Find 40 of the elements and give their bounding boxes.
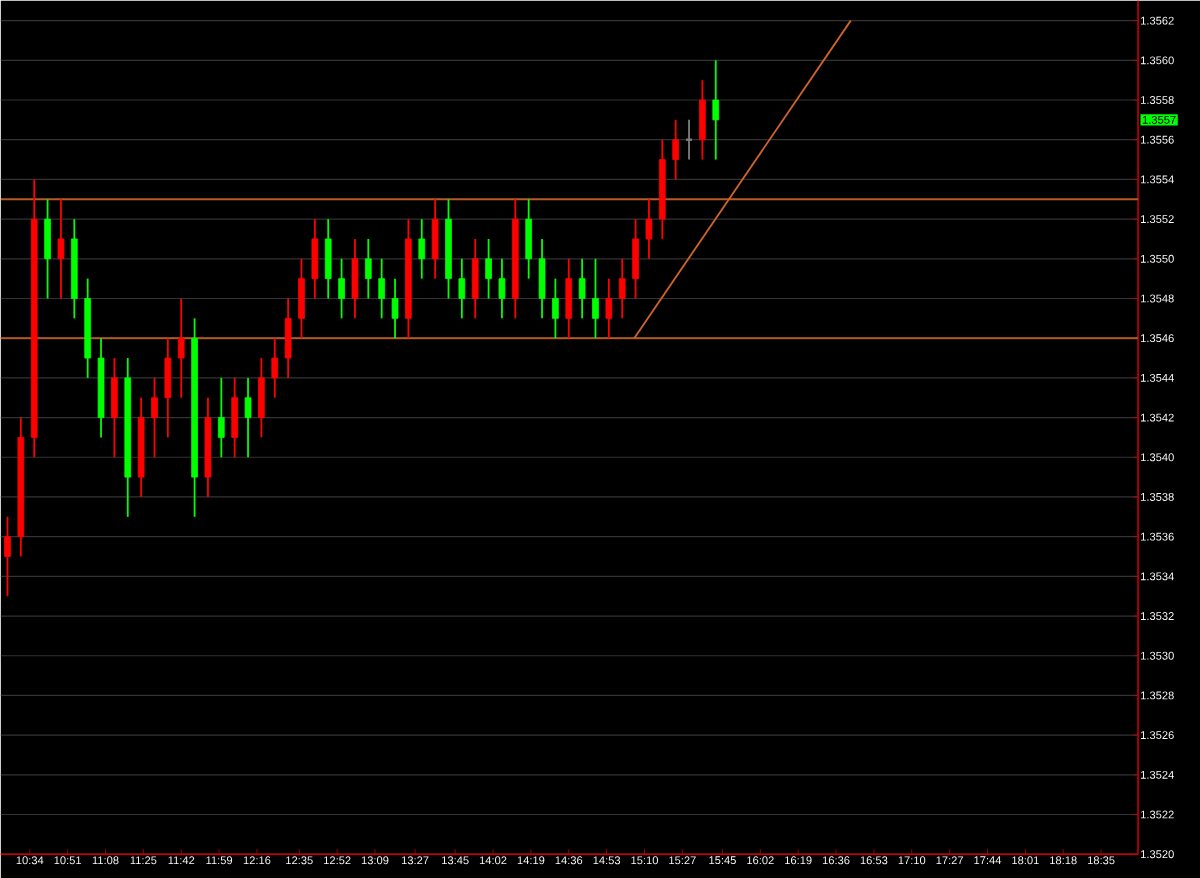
candlestick xyxy=(565,257,573,339)
candlestick xyxy=(151,376,158,459)
candlestick xyxy=(632,218,639,300)
candlestick xyxy=(525,198,533,280)
candlestick xyxy=(471,237,479,320)
candlestick xyxy=(538,237,546,320)
candlestick xyxy=(605,277,613,339)
candlestick xyxy=(338,257,345,320)
candlestick xyxy=(311,218,319,300)
candlestick xyxy=(458,257,466,320)
candlestick xyxy=(44,198,51,300)
candlestick xyxy=(57,198,65,300)
candlestick xyxy=(164,337,172,439)
candlestick xyxy=(712,59,720,161)
candlestick xyxy=(645,198,653,260)
candlestick xyxy=(618,257,626,320)
candlestick xyxy=(552,277,559,339)
candlestick xyxy=(498,257,506,320)
candlestick xyxy=(391,277,399,339)
candlestick xyxy=(578,257,586,320)
candlestick xyxy=(324,218,332,300)
candlestick xyxy=(364,237,372,300)
candlestick xyxy=(4,515,11,597)
candlestick xyxy=(485,237,492,300)
candlestick xyxy=(378,257,386,320)
candlestick xyxy=(271,337,279,399)
candlestick xyxy=(244,376,252,459)
candlestick xyxy=(217,376,225,459)
candlestick xyxy=(231,376,239,459)
candlestick xyxy=(298,257,305,339)
candlestick xyxy=(177,297,185,399)
candlestick xyxy=(258,357,265,439)
candlestick xyxy=(111,357,118,459)
candlestick xyxy=(351,237,359,320)
candlestick xyxy=(672,118,680,181)
candlestick xyxy=(699,79,706,161)
candlestick xyxy=(592,257,599,339)
candlestick xyxy=(431,198,439,280)
candlestick xyxy=(418,218,426,280)
candlestick xyxy=(284,297,292,379)
